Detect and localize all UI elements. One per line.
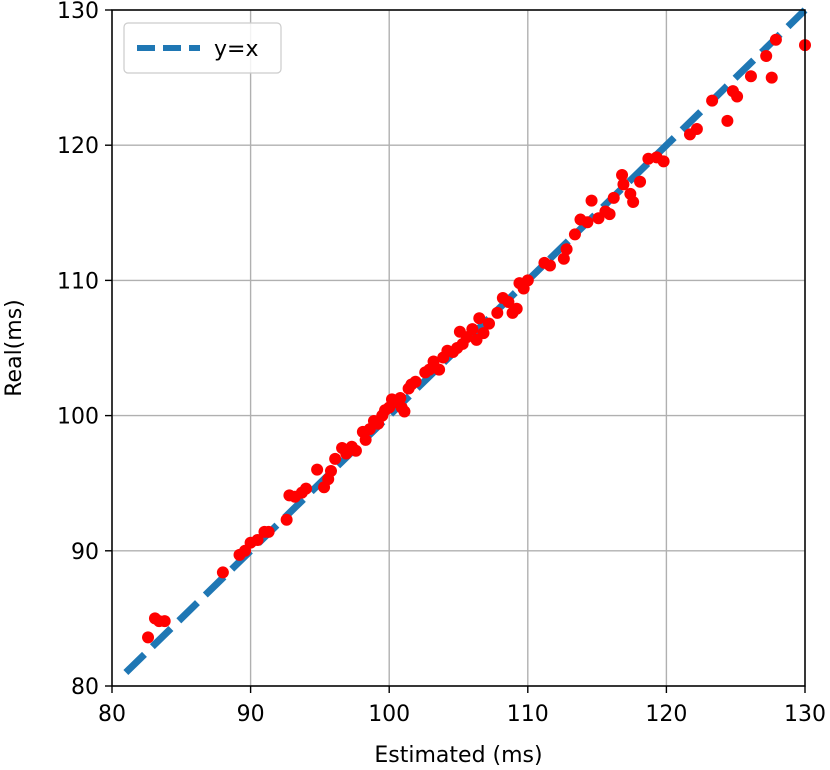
data-point — [491, 306, 504, 319]
data-point — [744, 70, 757, 83]
data-point — [521, 274, 534, 287]
data-point — [324, 465, 337, 478]
data-point — [216, 566, 229, 579]
legend: y=x — [123, 22, 282, 74]
data-point — [359, 433, 372, 446]
x-tick-label: 120 — [645, 702, 687, 727]
plot-frame — [111, 9, 806, 687]
x-axis-label: Estimated (ms) — [374, 743, 542, 768]
data-point — [482, 317, 495, 330]
data-point — [731, 90, 744, 103]
x-axis-ticks: 80 90 100 110 120 130 — [98, 686, 826, 727]
data-point — [627, 195, 640, 208]
data-point — [617, 178, 630, 191]
data-point — [560, 243, 573, 256]
data-point — [398, 405, 411, 418]
y-tick-label: 80 — [71, 675, 99, 700]
data-point — [477, 327, 490, 340]
data-point — [433, 363, 446, 376]
data-point — [585, 194, 598, 207]
data-point — [760, 49, 773, 62]
y-tick-label: 110 — [57, 269, 99, 294]
x-tick-label: 100 — [368, 702, 410, 727]
y-tick-label: 90 — [71, 540, 99, 565]
data-point — [300, 482, 313, 495]
legend-box — [123, 22, 282, 74]
data-point — [634, 175, 647, 188]
y-tick-label: 100 — [57, 405, 99, 430]
data-point — [502, 296, 515, 309]
y-tick-label: 120 — [57, 134, 99, 159]
data-point — [706, 94, 719, 107]
data-point — [769, 33, 782, 46]
data-point — [394, 392, 407, 405]
data-point — [543, 259, 556, 272]
data-point — [251, 533, 264, 546]
data-point — [262, 525, 275, 538]
data-point — [568, 228, 581, 241]
x-tick-label: 80 — [98, 702, 126, 727]
data-point — [280, 513, 293, 526]
data-point — [142, 631, 155, 644]
data-point — [690, 122, 703, 135]
data-point — [581, 216, 594, 229]
data-point — [510, 302, 523, 315]
legend-label: y=x — [214, 37, 258, 62]
data-point — [557, 252, 570, 265]
data-point — [349, 444, 362, 457]
data-point — [721, 114, 734, 127]
y-axis-ticks: 80 90 100 110 120 130 — [57, 0, 112, 700]
reference-line-y-equals-x — [123, 7, 808, 675]
x-tick-label: 130 — [784, 702, 826, 727]
data-point — [329, 452, 342, 465]
data-point — [158, 615, 171, 628]
data-point — [311, 463, 324, 476]
data-point — [473, 312, 486, 325]
data-point — [765, 71, 778, 84]
y-axis-label: Real(ms) — [2, 299, 27, 397]
reference-line-group — [123, 7, 808, 675]
y-tick-label: 130 — [57, 0, 99, 24]
data-point — [616, 168, 629, 181]
data-point — [607, 191, 620, 204]
data-point — [657, 155, 670, 168]
x-tick-label: 110 — [507, 702, 549, 727]
data-point — [603, 208, 616, 221]
data-point — [409, 375, 422, 388]
data-point — [466, 323, 479, 336]
x-tick-label: 90 — [237, 702, 265, 727]
data-points — [142, 33, 811, 644]
